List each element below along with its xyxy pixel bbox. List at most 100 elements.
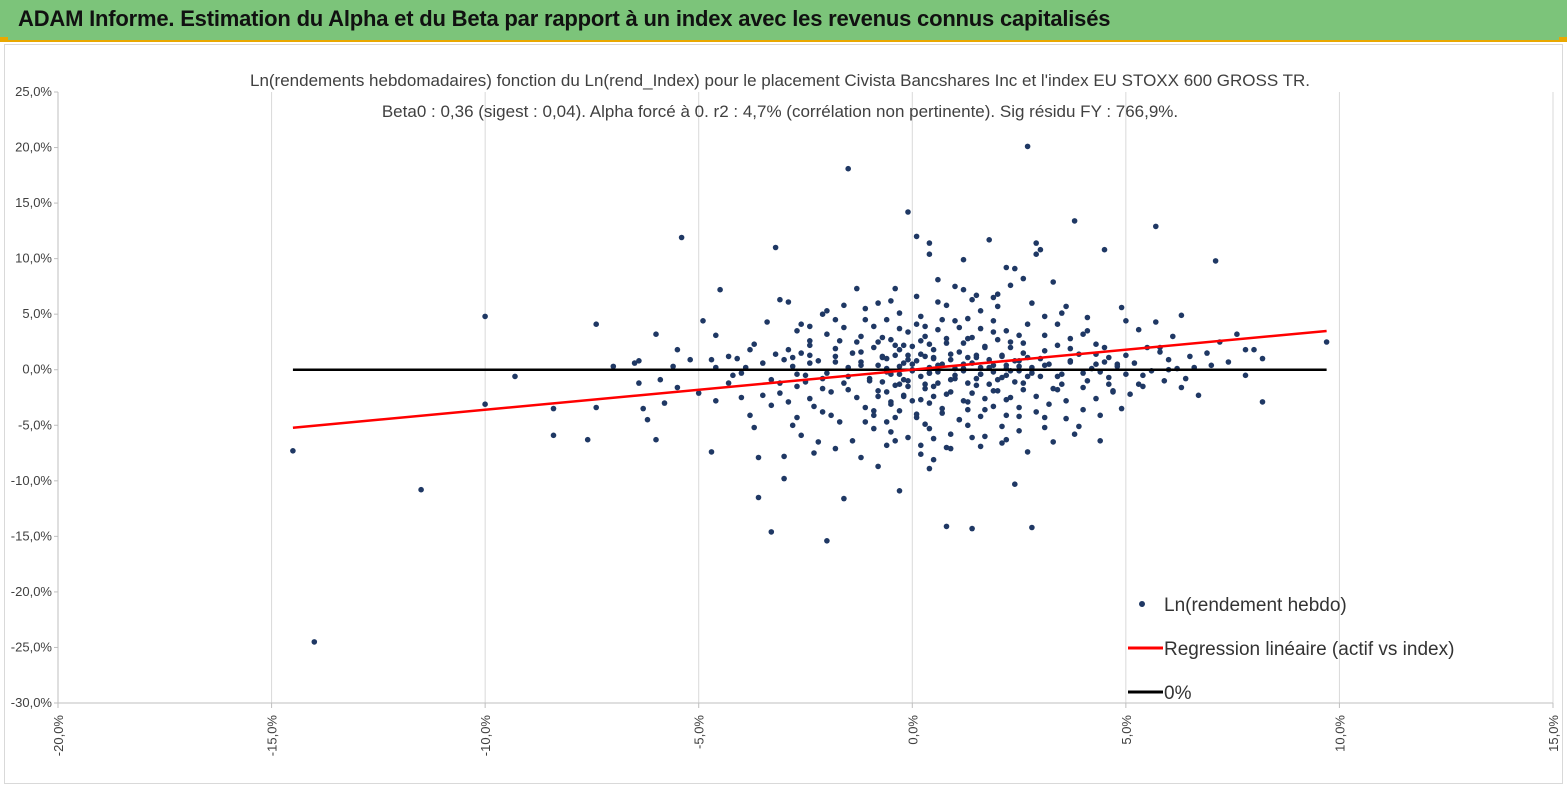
data-point	[1212, 258, 1219, 264]
data-point	[1003, 328, 1010, 334]
data-point	[1041, 348, 1048, 354]
data-point	[636, 380, 642, 386]
data-point	[892, 285, 898, 292]
data-point	[1041, 362, 1048, 369]
data-point	[1127, 391, 1133, 398]
data-point	[896, 488, 903, 494]
data-point	[781, 356, 787, 363]
data-point	[1046, 361, 1052, 368]
data-point	[883, 355, 890, 362]
data-point	[755, 454, 762, 461]
data-point	[939, 316, 945, 323]
axes	[54, 91, 1554, 708]
data-point	[913, 414, 920, 421]
data-point	[708, 449, 715, 455]
data-point	[926, 370, 933, 376]
x-tick-label: 5,0%	[1119, 715, 1134, 745]
data-point	[918, 351, 924, 358]
data-point	[1118, 405, 1125, 412]
data-point	[990, 403, 997, 410]
data-point	[1054, 342, 1061, 349]
data-point	[1012, 379, 1018, 385]
data-points	[290, 143, 1330, 645]
data-point	[956, 324, 963, 331]
data-point	[965, 354, 971, 361]
data-point	[1153, 319, 1159, 325]
data-point	[777, 390, 783, 396]
data-point	[1016, 404, 1022, 411]
data-point	[952, 372, 958, 379]
data-point	[905, 434, 911, 441]
data-point	[687, 356, 693, 363]
data-point	[832, 316, 839, 323]
data-point	[785, 299, 792, 305]
data-point	[751, 424, 757, 431]
data-point	[828, 412, 834, 419]
data-point	[768, 529, 775, 535]
data-point	[896, 408, 903, 414]
data-point	[1123, 371, 1129, 378]
data-point	[922, 323, 928, 330]
data-point	[1063, 303, 1069, 310]
data-point	[1059, 381, 1065, 388]
data-point	[935, 326, 941, 333]
data-point	[875, 362, 881, 369]
data-point	[922, 381, 928, 388]
data-point	[871, 425, 877, 432]
data-point	[674, 384, 681, 391]
data-point	[1071, 431, 1078, 438]
data-point	[1016, 332, 1022, 339]
data-point	[888, 399, 894, 405]
data-point	[1024, 373, 1031, 380]
data-point	[1208, 362, 1215, 369]
legend-label-points: Ln(rendement hebdo)	[1164, 595, 1347, 616]
data-point	[960, 256, 967, 263]
data-point	[977, 443, 984, 450]
data-point	[512, 373, 518, 380]
data-point	[909, 398, 916, 404]
data-point	[943, 302, 950, 309]
data-point	[1093, 361, 1099, 368]
data-point	[824, 331, 830, 338]
data-point	[1093, 395, 1099, 402]
data-point	[1003, 372, 1010, 379]
data-point	[965, 335, 971, 342]
data-point	[862, 404, 869, 411]
banner-corner-left	[0, 37, 8, 42]
y-tick-label: -30,0%	[11, 695, 53, 710]
regression-line	[292, 329, 1327, 429]
data-point	[794, 383, 800, 390]
x-tick-label: -10,0%	[478, 715, 493, 757]
x-tick-label: -5,0%	[692, 715, 707, 749]
report-banner: ADAM Informe. Estimation du Alpha et du …	[0, 0, 1567, 42]
data-point	[965, 422, 971, 429]
legend-label-zero: 0%	[1164, 683, 1192, 704]
data-point	[695, 390, 702, 396]
data-point	[965, 406, 971, 413]
data-point	[922, 353, 928, 360]
data-point	[854, 394, 860, 401]
data-point	[1020, 340, 1027, 346]
data-point	[1097, 412, 1103, 419]
data-point	[807, 360, 813, 366]
data-point	[905, 329, 911, 335]
data-point	[977, 308, 984, 314]
report-title: ADAM Informe. Estimation du Alpha et du …	[18, 6, 1111, 31]
data-point	[947, 445, 954, 452]
data-point	[947, 431, 954, 438]
data-point	[832, 353, 839, 360]
data-point	[674, 346, 681, 353]
data-point	[738, 370, 745, 376]
data-point	[653, 436, 659, 443]
data-point	[973, 382, 980, 389]
data-point	[290, 448, 296, 454]
legend-label-regression: Regression linéaire (actif vs index)	[1164, 639, 1454, 660]
data-point	[807, 338, 813, 344]
data-point	[482, 313, 488, 320]
data-point	[1225, 359, 1232, 365]
data-point	[896, 381, 903, 388]
data-point	[738, 394, 745, 401]
data-point	[841, 324, 847, 331]
data-point	[973, 352, 980, 359]
